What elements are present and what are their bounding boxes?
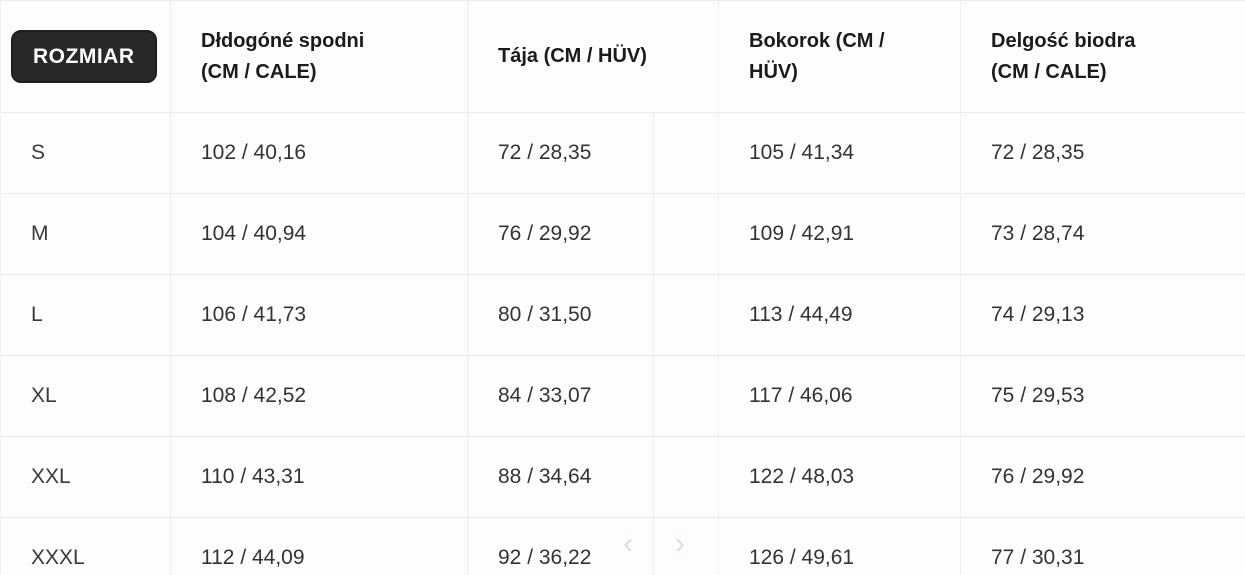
column-header-label: HÜV) — [749, 60, 798, 83]
hip-length-cell: 74 / 29,13 — [961, 275, 1245, 356]
chevron-right-icon[interactable]: › — [675, 527, 685, 560]
column-header-hips: Bokorok (CM / HÜV) — [719, 1, 961, 113]
column-header-label: Tája (CM / HÜV) — [498, 45, 647, 67]
hips-cell: 109 / 42,91 — [719, 194, 961, 275]
size-cell: XXXL — [1, 518, 171, 575]
column-header-hip-length: Delgość biodra (CM / CALE) — [961, 1, 1245, 113]
waist-cell: 84 / 33,07 — [468, 356, 654, 437]
hip-length-cell: 76 / 29,92 — [961, 437, 1245, 518]
column-header-leg-length: Dłdogóné spodni (CM / CALE) — [171, 1, 468, 113]
hips-cell: 113 / 44,49 — [719, 275, 961, 356]
size-badge: ROZMIAR — [11, 29, 157, 84]
hips-cell: 122 / 48,03 — [719, 437, 961, 518]
spacer-cell — [654, 437, 719, 518]
spacer-cell — [654, 113, 719, 194]
leg-length-cell: 110 / 43,31 — [171, 437, 468, 518]
size-cell: M — [1, 194, 171, 275]
hips-cell: 126 / 49,61 — [719, 518, 961, 575]
size-cell: XXL — [1, 437, 171, 518]
spacer-cell — [654, 194, 719, 275]
leg-length-cell: 106 / 41,73 — [171, 275, 468, 356]
hip-length-cell: 73 / 28,74 — [961, 194, 1245, 275]
hips-cell: 105 / 41,34 — [719, 113, 961, 194]
column-header-waist: Tája (CM / HÜV) — [468, 1, 719, 113]
hip-length-cell: 77 / 30,31 — [961, 518, 1245, 575]
hips-cell: 117 / 46,06 — [719, 356, 961, 437]
waist-cell: 72 / 28,35 — [468, 113, 654, 194]
hip-length-cell: 75 / 29,53 — [961, 356, 1245, 437]
waist-cell: 76 / 29,92 — [468, 194, 654, 275]
column-header-label: Bokorok (CM / — [749, 29, 885, 52]
column-header-label: (CM / CALE) — [201, 60, 317, 83]
hip-length-cell: 72 / 28,35 — [961, 113, 1245, 194]
column-header-size: ROZMIAR — [1, 1, 171, 113]
waist-cell: 92 / 36,22 — [468, 518, 654, 575]
size-cell: L — [1, 275, 171, 356]
spacer-cell — [654, 356, 719, 437]
chevron-left-icon[interactable]: ‹ — [623, 527, 633, 560]
leg-length-cell: 112 / 44,09 — [171, 518, 468, 575]
size-cell: XL — [1, 356, 171, 437]
leg-length-cell: 102 / 40,16 — [171, 113, 468, 194]
spacer-cell — [654, 275, 719, 356]
column-header-label: Delgość biodra — [991, 29, 1136, 52]
column-header-label: Dłdogóné spodni — [201, 29, 365, 52]
leg-length-cell: 108 / 42,52 — [171, 356, 468, 437]
waist-cell: 88 / 34,64 — [468, 437, 654, 518]
spacer-cell — [654, 518, 719, 575]
waist-cell: 80 / 31,50 — [468, 275, 654, 356]
leg-length-cell: 104 / 40,94 — [171, 194, 468, 275]
column-header-label: (CM / CALE) — [991, 60, 1107, 83]
carousel-pager: ‹ › — [623, 529, 685, 559]
size-cell: S — [1, 113, 171, 194]
